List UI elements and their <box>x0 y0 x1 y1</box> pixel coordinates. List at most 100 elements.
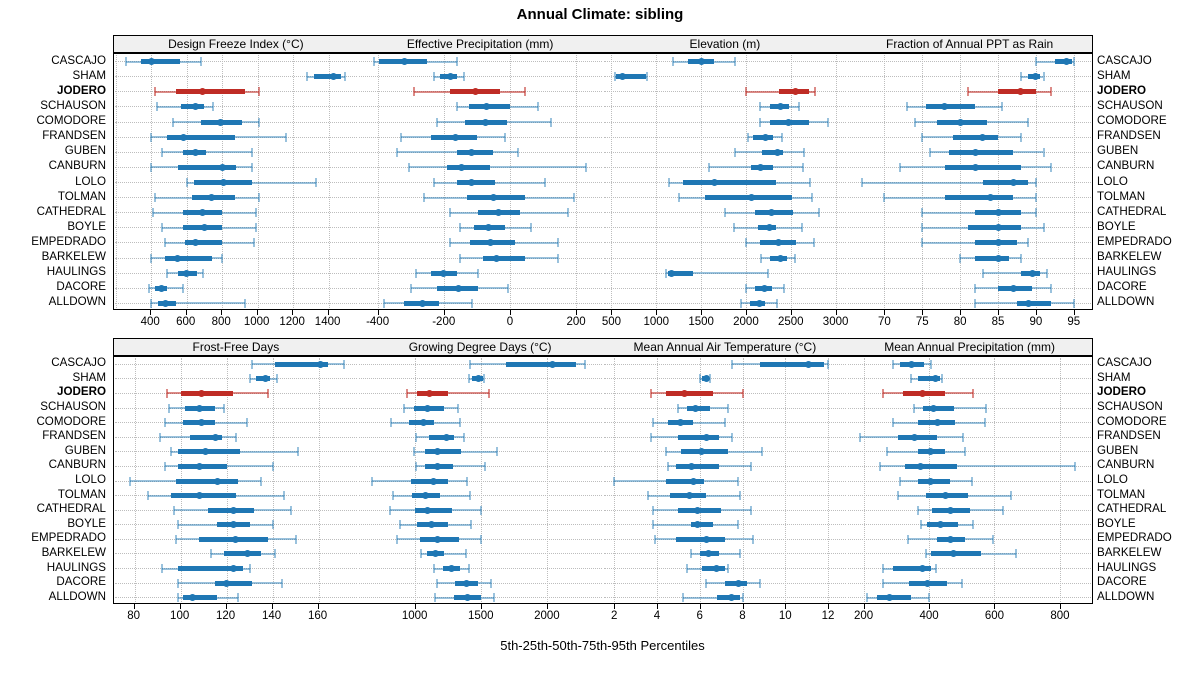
median-dot <box>689 477 697 485</box>
whisker-cap <box>405 388 408 398</box>
site-label: EMPEDRADO <box>31 234 106 248</box>
whisker-cap <box>1042 72 1045 82</box>
gridline <box>848 538 1091 540</box>
whisker-cap <box>566 208 569 218</box>
box-25th-75th <box>948 149 1014 155</box>
whisker-cap <box>251 162 254 172</box>
gridline <box>358 568 602 570</box>
whisker-cap <box>739 549 742 559</box>
whisker-cap <box>408 162 410 172</box>
median-dot <box>805 360 813 368</box>
axis-tick <box>509 310 511 315</box>
whisker-cap <box>556 253 559 263</box>
gridline <box>115 212 357 214</box>
whisker-cap <box>730 432 733 442</box>
gridline <box>603 422 847 424</box>
whisker-cap <box>543 178 546 187</box>
whisker-cap <box>177 578 180 588</box>
gridline <box>358 407 602 409</box>
whisker-cap <box>253 238 256 248</box>
whisker-cap <box>152 208 155 218</box>
whisker-cap <box>974 298 977 308</box>
whisker-cap <box>573 193 576 203</box>
gridline <box>603 302 847 304</box>
axis-tick-label: 200 <box>566 316 586 328</box>
whisker-cap <box>672 57 675 67</box>
median-dot <box>447 565 455 573</box>
box-25th-75th <box>759 361 824 367</box>
median-dot <box>762 133 770 141</box>
gridline <box>603 378 847 380</box>
whisker-cap <box>150 298 153 308</box>
axis-tick <box>185 310 187 315</box>
gridline <box>922 55 924 308</box>
whisker-cap <box>913 403 916 413</box>
whisker-cap <box>919 520 922 530</box>
axis-tick <box>546 604 548 609</box>
whisker-cap <box>666 461 669 471</box>
gridline <box>848 597 1091 599</box>
whisker-cap <box>165 388 168 398</box>
whisker-cap <box>465 549 468 559</box>
whisker-cap <box>882 578 885 588</box>
median-dot <box>933 419 941 427</box>
box-25th-75th <box>224 551 262 557</box>
whisker-cap <box>422 193 425 203</box>
median-dot <box>458 163 466 171</box>
gridline <box>115 287 357 289</box>
whisker-cap <box>878 461 881 471</box>
axis-tick-label: 0 <box>506 316 514 328</box>
gridline <box>848 407 1091 409</box>
box-25th-75th <box>967 225 1021 231</box>
gridline <box>115 242 357 244</box>
median-dot <box>1024 299 1032 307</box>
gridline <box>848 212 1091 214</box>
whisker-cap <box>1073 461 1076 471</box>
axis-tick-label: 2 <box>611 610 618 622</box>
median-dot <box>923 579 931 587</box>
median-dot <box>232 535 240 543</box>
gridline <box>614 358 616 602</box>
whisker-cap <box>467 564 470 574</box>
axis-tick <box>133 604 135 609</box>
gridline <box>115 407 357 409</box>
whisker-cap <box>737 476 740 486</box>
whisker-cap <box>724 418 727 428</box>
axis-tick-label: 2000 <box>534 610 560 622</box>
whisker-cap <box>199 57 202 67</box>
median-dot <box>330 73 338 81</box>
box-25th-75th <box>215 580 252 586</box>
whisker-cap <box>685 564 688 574</box>
median-dot <box>886 594 894 602</box>
whisker-cap <box>651 505 654 515</box>
whisker-cap <box>811 193 814 203</box>
gridline <box>115 378 357 380</box>
gridline <box>848 257 1091 259</box>
axis-tick-label: 70 <box>877 316 891 328</box>
whisker-cap <box>158 432 161 442</box>
whisker-cap <box>916 505 919 515</box>
box-25th-75th <box>982 180 1029 185</box>
axis-tick <box>327 310 329 315</box>
whisker-cap <box>467 374 470 384</box>
whisker-cap <box>432 564 435 574</box>
median-dot <box>317 360 325 368</box>
median-dot <box>986 194 994 202</box>
whisker-cap <box>373 57 376 67</box>
median-dot <box>994 239 1002 247</box>
site-label: HAULINGS <box>46 265 106 279</box>
site-label: TOLMAN <box>1097 487 1146 501</box>
whisker-cap <box>759 117 762 127</box>
axis-tick <box>377 310 379 315</box>
gridline <box>358 422 602 424</box>
whisker-cap <box>730 359 733 369</box>
whisker-cap <box>760 447 763 457</box>
median-dot <box>698 448 706 456</box>
median-dot <box>756 163 764 171</box>
gridline <box>115 302 357 304</box>
median-dot <box>765 224 773 232</box>
gridline <box>603 121 847 123</box>
median-dot <box>994 254 1002 262</box>
axis-tick-label: 1500 <box>688 316 714 328</box>
whisker-cap <box>185 178 188 187</box>
